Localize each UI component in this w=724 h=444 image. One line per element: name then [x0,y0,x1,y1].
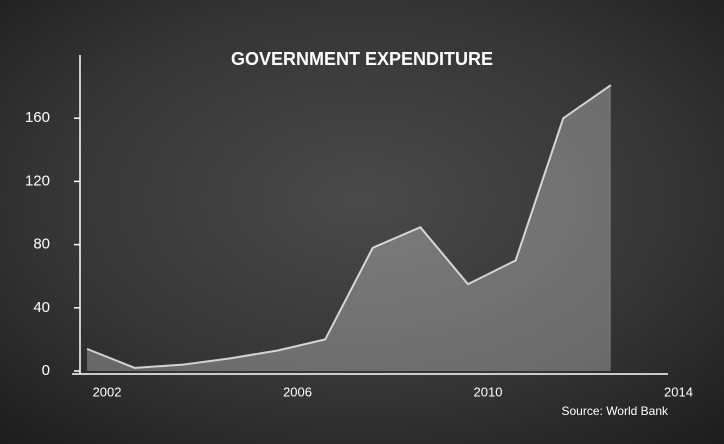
x-tick-label: 2010 [474,384,503,399]
y-tick-label: 80 [33,236,50,253]
x-tick-label: 2014 [664,384,693,399]
y-tick-label: 0 [42,362,50,379]
chart-title: GOVERNMENT EXPENDITURE [231,49,493,69]
x-tick-label: 2006 [283,384,312,399]
source: Source: World Bank [562,404,669,418]
area [87,85,611,372]
x-tick-label: 2002 [93,384,122,399]
y-tick-label: 120 [25,172,50,189]
y-tick-label: 160 [25,109,50,126]
y-tick-label: 40 [33,299,50,316]
line [86,84,612,369]
